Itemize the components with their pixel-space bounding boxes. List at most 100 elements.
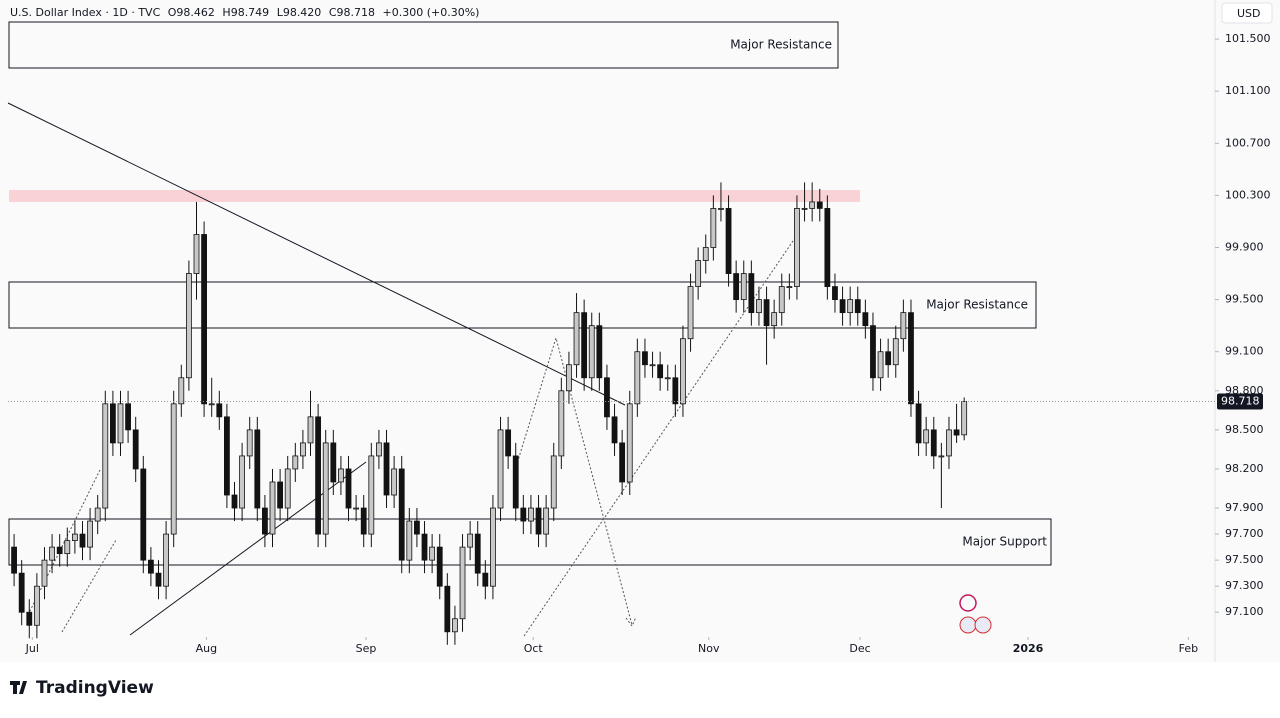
candle-body	[18, 572, 25, 613]
candle-body	[900, 312, 907, 340]
candle-body	[497, 429, 504, 509]
event-icon[interactable]	[974, 616, 992, 634]
currency[interactable]: USD	[1237, 7, 1261, 20]
candle-body	[147, 559, 154, 574]
candle-body	[208, 403, 215, 406]
dotted-line	[61, 539, 117, 633]
currency-box[interactable]	[1221, 2, 1273, 24]
candle-body	[79, 533, 86, 548]
y-tick-label: 97.100	[1225, 605, 1264, 618]
ohlc-label: L98.420	[277, 6, 322, 19]
candle-body	[170, 403, 177, 535]
ohlc-label: C98.718	[329, 6, 375, 19]
candle-body	[155, 572, 162, 587]
candle-body	[269, 481, 276, 535]
candles	[11, 182, 968, 645]
candle-body	[41, 559, 48, 587]
candle-body	[915, 403, 922, 444]
candle-body	[360, 507, 367, 535]
candle-body	[132, 429, 139, 470]
event-icon[interactable]	[959, 616, 977, 634]
symbol: U.S. Dollar Index · 1D · TVC	[10, 6, 161, 19]
candle-body	[664, 377, 671, 380]
candle-body	[885, 351, 892, 366]
event-icon[interactable]	[959, 594, 977, 612]
candle-body	[474, 533, 481, 574]
candle-body	[368, 455, 375, 535]
trend-line	[7, 102, 626, 406]
candle-body	[185, 273, 192, 379]
candle-body	[680, 338, 686, 405]
annotation-label: Major Resistance	[926, 298, 1028, 312]
resistance-box	[8, 21, 839, 69]
candle-body	[421, 533, 428, 561]
candle-body	[398, 468, 405, 561]
candle-body	[725, 208, 732, 274]
candle-body	[854, 299, 861, 314]
resistance-box	[8, 281, 1037, 329]
x-tick-label: Dec	[849, 642, 870, 655]
candle-body	[284, 468, 291, 509]
candle-body	[816, 201, 823, 209]
candle-body	[163, 533, 169, 587]
candle-body	[611, 416, 618, 444]
candle-body	[87, 520, 93, 548]
x-tick-label: Jul	[25, 642, 39, 655]
candle-body	[702, 247, 709, 261]
candle-body	[657, 364, 664, 379]
candle-body	[642, 351, 648, 366]
candle-body	[467, 533, 474, 548]
candle-body	[64, 540, 71, 555]
candle-body	[49, 546, 55, 561]
candle-body	[512, 455, 519, 509]
y-tick-label: 99.500	[1225, 293, 1264, 306]
candle-body	[292, 455, 299, 470]
ohlc-label: O98.462	[168, 6, 215, 19]
candle-body	[262, 507, 268, 535]
candle-body	[710, 208, 717, 248]
candle-body	[345, 468, 352, 509]
candle-body	[930, 429, 937, 457]
candle-body	[801, 208, 808, 210]
candle-body	[338, 468, 344, 483]
logo-icon	[10, 681, 27, 694]
candle-body	[444, 585, 451, 633]
candle-body	[543, 507, 550, 535]
brand-logo: TradingView	[10, 678, 154, 698]
candle-body	[763, 299, 770, 327]
chart-background	[0, 0, 1280, 662]
candle-body	[847, 299, 854, 314]
candle-body	[824, 208, 831, 287]
candle-body	[482, 572, 489, 587]
candle-body	[809, 201, 816, 209]
candle-body	[695, 260, 702, 287]
candle-body	[626, 403, 633, 483]
candle-body	[376, 442, 382, 457]
candle-body	[391, 468, 398, 496]
candle-body	[778, 286, 785, 314]
candle-body	[573, 312, 580, 366]
candle-body	[452, 618, 458, 633]
candle-body	[953, 429, 960, 436]
x-tick-label: 2026	[1013, 642, 1044, 655]
candle-body	[193, 234, 200, 274]
candle-body	[718, 208, 724, 210]
candle-body	[604, 377, 610, 418]
candle-body	[178, 377, 185, 405]
y-tick-label: 98.500	[1225, 423, 1264, 436]
x-tick-label: Sep	[356, 642, 377, 655]
candle-body	[277, 481, 284, 509]
candle-body	[908, 312, 914, 405]
candle-body	[26, 611, 33, 626]
candle-body	[550, 455, 557, 509]
candle-body	[923, 429, 930, 444]
candle-body	[862, 312, 869, 327]
dotted-line	[27, 469, 101, 616]
candle-body	[528, 507, 534, 522]
candle-body	[117, 403, 124, 444]
last-price-label: 98.718	[1221, 394, 1260, 407]
candle-body	[429, 546, 436, 561]
y-tick-label: 99.100	[1225, 345, 1264, 358]
candle-body	[239, 455, 246, 509]
